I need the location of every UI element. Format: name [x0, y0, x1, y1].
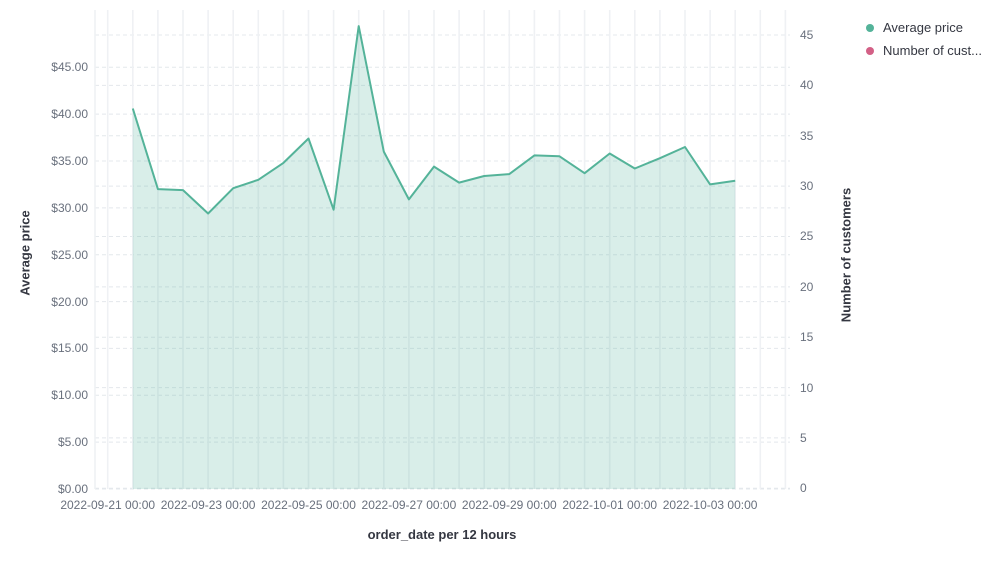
y-left-tick-label: $20.00 [51, 294, 88, 309]
legend-item-label: Average price [883, 20, 963, 35]
series-area-left [132, 26, 736, 489]
y-right-tick-label: 15 [800, 330, 814, 345]
y-right-tick-label: 10 [800, 380, 814, 395]
y-left-tick-label: $45.00 [51, 60, 88, 75]
x-tick-label: 2022-10-03 00:00 [662, 498, 758, 512]
x-tick-label: 2022-09-29 00:00 [461, 498, 557, 512]
vertical-gridlines [94, 10, 787, 489]
left-axis-title: Average price [17, 210, 33, 296]
y-left-tick-label: $30.00 [51, 200, 88, 215]
y-left-tick-label: $15.00 [51, 341, 88, 356]
y-left-tick-label: $10.00 [51, 388, 88, 403]
y-right-tick-label: 25 [800, 229, 814, 244]
x-tick-label: 2022-09-21 00:00 [60, 498, 156, 512]
legend-item[interactable]: Average price [866, 19, 982, 36]
y-right-tick-label: 30 [800, 179, 814, 194]
y-right-tick-label: 35 [800, 128, 814, 143]
x-tick-label: 2022-10-01 00:00 [562, 498, 658, 512]
legend-item[interactable]: Number of cust... [866, 42, 982, 59]
y-right-tick-label: 40 [800, 78, 814, 93]
y-right-tick-label: 45 [800, 28, 814, 42]
y-left-tick-label: $0.00 [57, 482, 88, 496]
legend: Average price Number of cust... [866, 19, 982, 65]
x-axis-title: order_date per 12 hours [367, 527, 517, 542]
y-right-tick-label: 5 [800, 430, 807, 445]
y-left-tick-label: $5.00 [57, 435, 88, 450]
y-right-tick-label: 0 [800, 481, 807, 496]
series-line-left [131, 25, 736, 215]
x-tick-label: 2022-09-27 00:00 [361, 498, 457, 512]
right-axis-title: Number of customers [838, 187, 854, 323]
y-left-tick-label: $40.00 [51, 107, 88, 122]
y-right-tick-label: 20 [800, 279, 814, 294]
legend-color-dot-icon [866, 46, 874, 55]
legend-item-label: Number of cust... [883, 43, 982, 58]
y-left-tick-label: $35.00 [51, 154, 88, 168]
y-left-tick-label: $25.00 [51, 247, 88, 262]
x-tick-label: 2022-09-25 00:00 [261, 498, 356, 512]
x-tick-label: 2022-09-23 00:00 [160, 498, 256, 512]
horizontal-gridlines [95, 34, 790, 490]
legend-color-dot-icon [866, 23, 874, 32]
